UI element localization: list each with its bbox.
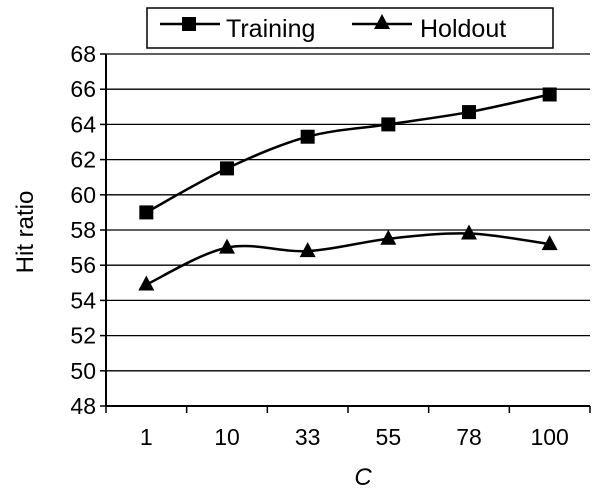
x-tick-label-33: 33	[295, 424, 321, 450]
point-training-10	[220, 161, 234, 176]
legend-training-marker	[182, 17, 196, 31]
axes	[100, 53, 591, 413]
y-axis-title: Hit ratio	[12, 191, 39, 274]
x-tick-label-78: 78	[456, 424, 482, 450]
point-training-33	[300, 129, 315, 144]
point-holdout-55	[380, 229, 397, 245]
point-holdout-33	[299, 242, 316, 258]
point-holdout-1	[138, 275, 155, 291]
series-group	[138, 87, 558, 291]
legend-holdout-marker	[374, 14, 390, 29]
y-tick-label-52: 52	[70, 323, 96, 349]
y-tick-label-66: 66	[70, 76, 96, 102]
y-tick-label-64: 64	[70, 111, 96, 137]
x-tick-label-100: 100	[530, 424, 568, 450]
point-training-55	[381, 117, 396, 132]
series-holdout-line	[145, 232, 550, 286]
y-tick-labels: 48 50 52 54 56 58 60 62 64 66 68	[70, 41, 96, 419]
series-training-line	[145, 93, 550, 214]
point-holdout-100	[541, 235, 558, 251]
gridlines	[106, 53, 590, 372]
y-tick-label-48: 48	[70, 393, 96, 419]
point-training-1	[139, 205, 154, 220]
x-axis-title: C	[354, 464, 372, 491]
y-tick-label-50: 50	[70, 358, 96, 384]
point-training-78	[462, 105, 476, 120]
x-tick-label-55: 55	[376, 424, 402, 450]
x-tick-label-1: 1	[140, 424, 153, 450]
legend: Training Holdout	[146, 7, 554, 49]
legend-box	[146, 7, 554, 49]
point-holdout-78	[461, 224, 477, 240]
x-tick-label-10: 10	[214, 424, 240, 450]
point-holdout-10	[219, 238, 235, 254]
point-training-100	[542, 87, 557, 102]
y-tick-label-62: 62	[70, 147, 96, 173]
y-tick-label-54: 54	[70, 287, 96, 313]
y-tick-label-68: 68	[70, 41, 96, 67]
y-tick-label-56: 56	[70, 252, 96, 278]
x-tick-labels: 1 10 33 55 78 100	[140, 424, 569, 450]
y-tick-label-58: 58	[70, 217, 96, 243]
y-tick-label-60: 60	[70, 182, 96, 208]
legend-holdout-label: Holdout	[420, 15, 506, 43]
legend-training-label: Training	[226, 15, 315, 43]
